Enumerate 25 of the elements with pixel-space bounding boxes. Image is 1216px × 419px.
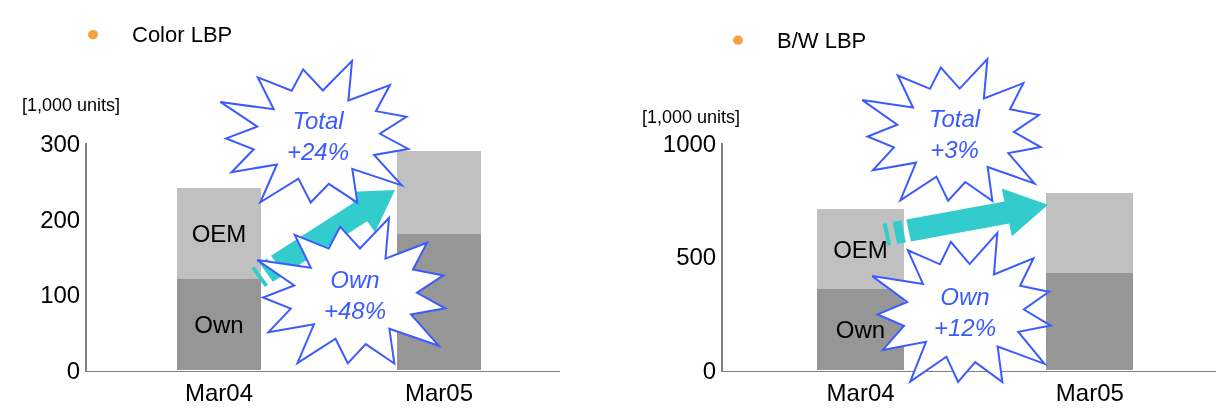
series-label: Own [835, 316, 886, 344]
x-tick-label: Mar04 [184, 378, 254, 406]
series-label: OEM [191, 220, 247, 248]
y-tick-label: 0 [66, 357, 81, 385]
y-tick-label: 300 [40, 129, 81, 157]
series-label: OEM [833, 235, 888, 263]
y-tick-label: 200 [40, 205, 81, 233]
series-label: Own [194, 311, 244, 339]
bar [177, 279, 261, 371]
chart-title: B/W LBP [777, 28, 867, 53]
x-tick-label: Mar05 [404, 378, 474, 406]
y-tick-label: 100 [40, 281, 81, 309]
y-tick-label: 500 [676, 243, 717, 271]
chart-title: Color LBP [132, 22, 233, 47]
bar [1046, 273, 1133, 371]
y-tick-label: 0 [702, 357, 717, 385]
annotation: Own +12% [934, 283, 997, 342]
annotation: Total +24% [287, 107, 350, 166]
annotation: Total +3% [929, 105, 981, 164]
annotation: Own +48% [324, 266, 387, 325]
x-tick-label: Mar04 [826, 378, 895, 406]
x-tick-label: Mar05 [1055, 378, 1124, 406]
y-axis-title: [1,000 units] [22, 95, 121, 115]
y-tick-label: 1000 [662, 129, 717, 157]
y-axis-title: [1,000 units] [642, 107, 741, 127]
